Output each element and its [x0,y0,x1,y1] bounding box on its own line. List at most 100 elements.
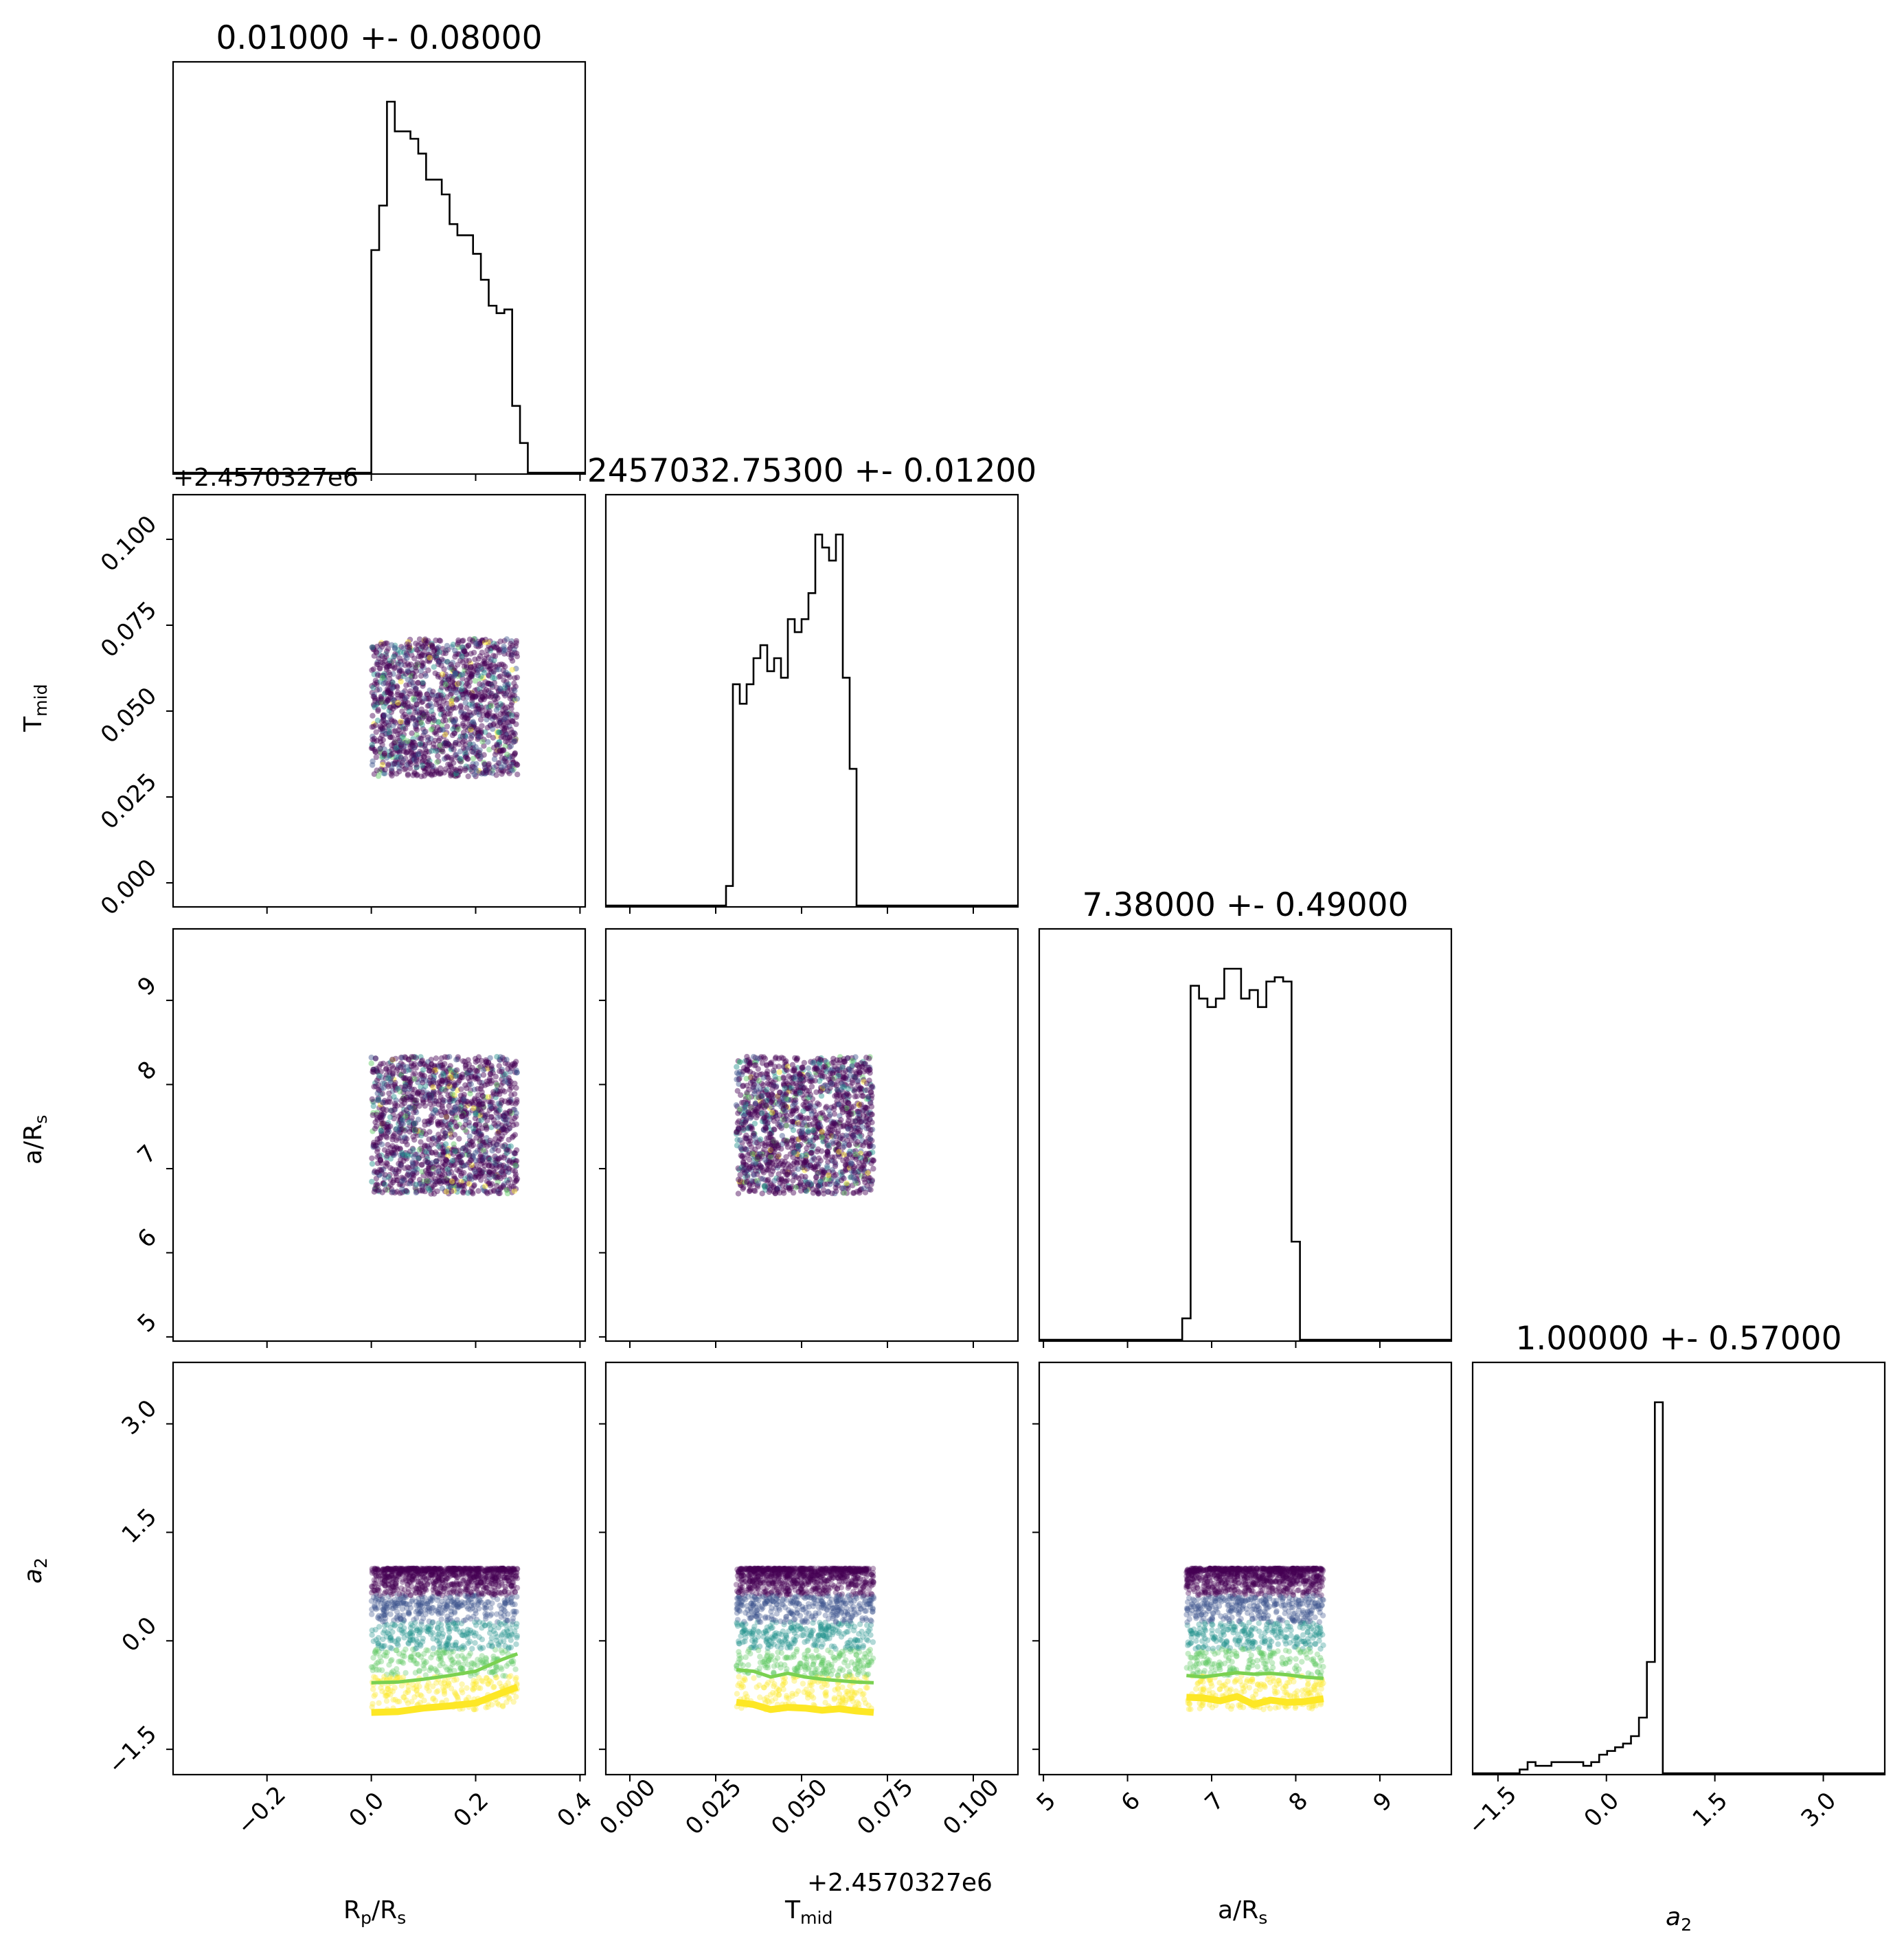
scatter-point [378,1127,385,1134]
scatter-point [808,1149,815,1156]
scatter-point [488,703,495,709]
scatter-point [433,1680,440,1686]
scatter-point [412,697,418,703]
scatter-point [836,1149,842,1155]
scatter-point [821,1063,828,1070]
scatter-point [810,1121,816,1127]
scatter-point [483,693,489,700]
panel-frame-3-2 [1038,1361,1453,1776]
scatter-point [858,1089,865,1096]
scatter-point [466,1133,473,1140]
scatter-point [403,1188,410,1194]
scatter-point [405,661,411,667]
scatter-point [470,756,476,762]
scatter-point [435,658,442,665]
scatter-point [499,1168,506,1175]
scatter-point [497,638,503,644]
scatter-point [374,767,380,774]
scatter-point [501,690,507,697]
scatter-point [845,1126,851,1132]
scatter-point [466,709,473,715]
scatter-point [744,1053,750,1060]
scatter-point [795,1166,802,1172]
scatter-point [425,1185,431,1191]
scatter-point [857,1069,863,1076]
scatter-point [743,1075,749,1082]
scatter-point [759,1110,765,1116]
scatter-point [395,699,401,706]
scatter-point [848,1160,854,1166]
scatter-point [497,1068,503,1075]
scatter-point [476,706,482,712]
scatter-point [866,1116,873,1123]
scatter-point [469,694,476,701]
scatter-point [464,662,470,668]
scatter-point [840,1185,846,1191]
scatter-point [811,1156,817,1162]
scatter-point [462,1082,468,1088]
scatter-point [762,1055,769,1062]
scatter-point [838,1086,844,1093]
scatter-point [513,1121,520,1127]
scatter-point [744,1066,750,1072]
scatter-point [457,704,464,710]
scatter-point [510,642,516,649]
scatter-point [479,1637,486,1643]
scatter-point [427,1171,433,1178]
scatter-point [480,1167,487,1173]
scatter-point [370,1103,376,1110]
scatter-point [839,1169,846,1176]
scatter-point [438,1616,444,1622]
scatter-point [475,1068,481,1074]
scatter-point [488,645,495,651]
scatter-point [804,1159,810,1166]
scatter-point [468,723,474,730]
scatter-point [456,1136,462,1142]
scatter-point [404,720,410,726]
scatter-point [399,1117,405,1124]
scatter-point [481,737,487,743]
scatter-point [826,1143,832,1149]
scatter-point [425,667,431,673]
scatter-point [814,1066,820,1072]
scatter-point [492,714,498,721]
scatter-point [434,655,440,662]
scatter-point [497,647,503,653]
scatter-point [829,1076,836,1082]
scatter-point [776,1069,782,1075]
scatter-point [408,679,414,685]
scatter-point [848,1137,855,1144]
scatter-point [767,1187,773,1193]
scatter-point [735,1191,742,1197]
scatter-point [487,1103,494,1110]
scatter-point [462,734,469,741]
scatter-point [460,1112,466,1119]
scatter-point [392,653,398,660]
scatter-point [472,1169,478,1175]
scatter-point [758,1136,764,1143]
scatter-point [815,1183,821,1189]
scatter-point [377,1158,383,1164]
scatter-point [858,1101,865,1108]
scatter-point [772,1190,779,1196]
scatter-point [435,673,441,680]
scatter-point [434,759,440,765]
scatter-point [850,1118,856,1125]
scatter-point [767,1163,773,1169]
scatter-point [378,696,385,702]
scatter-point [437,727,444,733]
scatter-point [468,720,475,726]
scatter-point [458,1074,464,1081]
scatter-point [385,1099,392,1105]
panel-frame-3-3 [1471,1361,1886,1776]
scatter-point [793,1184,800,1191]
scatter-point [378,1112,385,1118]
scatter-point [486,1162,492,1169]
scatter-point [734,1129,740,1136]
scatter-point [494,1081,500,1088]
scatter-point [383,690,389,696]
scatter-point [444,659,451,665]
scatter-point [420,758,426,765]
scatter-point [389,772,395,779]
scatter-point [500,718,506,725]
